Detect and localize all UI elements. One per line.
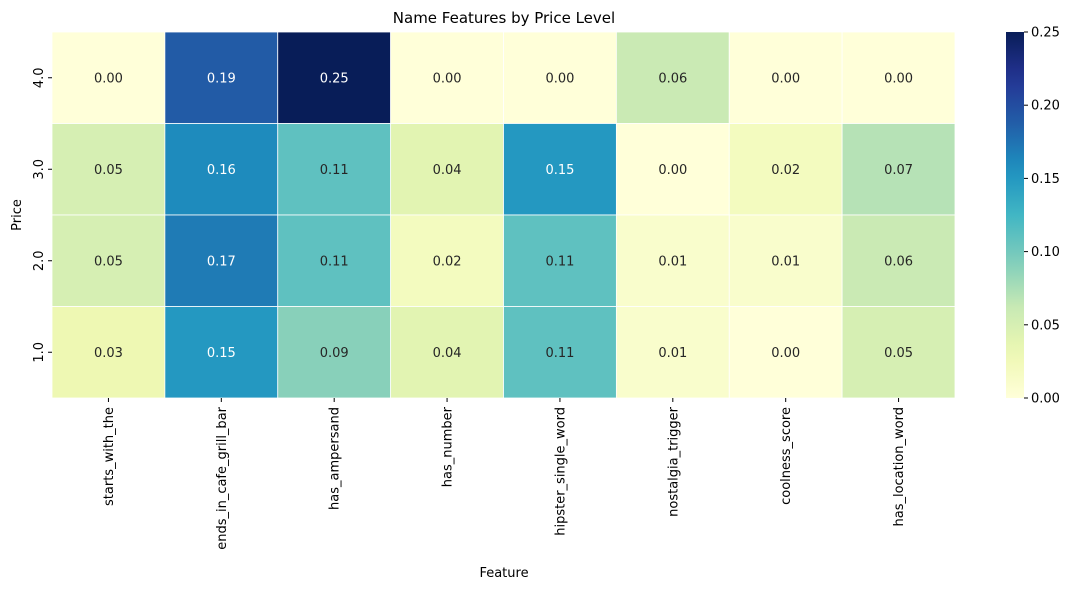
cell-value-label: 0.02	[771, 163, 800, 178]
heatmap-cell	[277, 214, 392, 307]
colorbar-tick-label: 0.00	[1031, 392, 1060, 407]
colorbar-tick-label: 0.15	[1031, 172, 1060, 187]
cell-value-label: 0.00	[771, 71, 800, 86]
heatmap-cell	[503, 123, 617, 216]
x-tick-label: has_location_word	[892, 407, 907, 527]
colorbar-tick-label: 0.20	[1031, 99, 1060, 114]
heatmap-cell	[164, 31, 279, 124]
x-tick-label: starts_with_the	[102, 407, 117, 506]
cell-value-label: 0.11	[545, 346, 574, 361]
heatmap-cell	[164, 214, 279, 307]
cell-value-label: 0.06	[884, 254, 913, 269]
cell-value-label: 0.00	[658, 163, 687, 178]
cell-value-label: 0.00	[94, 71, 123, 86]
x-tick-label: nostalgia_trigger	[666, 406, 681, 517]
heatmap-cell	[841, 123, 956, 216]
cell-value-label: 0.11	[545, 254, 574, 269]
heatmap-cell	[390, 123, 504, 216]
x-tick-label: has_number	[441, 406, 456, 487]
cell-value-label: 0.15	[207, 346, 236, 361]
cell-value-label: 0.01	[658, 254, 687, 269]
cell-value-label: 0.00	[771, 346, 800, 361]
cell-value-label: 0.11	[320, 163, 349, 178]
heatmap-cell	[277, 31, 392, 124]
heatmap-cell	[503, 31, 617, 124]
cell-value-label: 0.09	[320, 346, 349, 361]
heatmap-cell	[503, 306, 617, 399]
cell-value-label: 0.01	[658, 346, 687, 361]
cell-value-label: 0.00	[433, 71, 462, 86]
cell-value-label: 0.11	[320, 254, 349, 269]
cell-value-label: 0.04	[433, 163, 462, 178]
x-tick-label: hipster_single_word	[553, 407, 568, 536]
x-tick-label: has_ampersand	[328, 407, 343, 510]
cell-value-label: 0.15	[545, 163, 574, 178]
x-tick-label: ends_in_cafe_grill_bar	[215, 406, 230, 549]
cell-value-label: 0.05	[884, 346, 913, 361]
heatmap-cell	[51, 214, 166, 307]
colorbar-gradient	[1006, 32, 1024, 398]
heatmap-cell	[728, 306, 843, 399]
cell-value-label: 0.01	[771, 254, 800, 269]
cell-value-label: 0.00	[884, 71, 913, 86]
heatmap-cell	[390, 306, 504, 399]
cell-value-label: 0.03	[94, 346, 123, 361]
cell-value-label: 0.17	[207, 254, 236, 269]
heatmap-cell	[390, 214, 504, 307]
heatmap-cell	[503, 214, 617, 307]
x-tick-label: coolness_score	[779, 407, 794, 505]
colorbar: 0.00 0.05 0.10 0.15 0.20 0.25	[1006, 26, 1060, 407]
cell-value-label: 0.06	[658, 71, 687, 86]
heatmap-cell	[615, 214, 730, 307]
cell-value-label: 0.04	[433, 346, 462, 361]
colorbar-tick-label: 0.10	[1031, 245, 1060, 260]
colorbar-tick-label: 0.05	[1031, 318, 1060, 333]
heatmap-cell	[51, 31, 166, 124]
heatmap-cell	[841, 214, 956, 307]
y-tick-label: 2.0	[32, 250, 47, 271]
y-tick-labels: 4.0 3.0 2.0 1.0	[32, 67, 52, 363]
y-tick-label: 3.0	[32, 159, 47, 180]
cell-value-label: 0.00	[545, 71, 574, 86]
heatmap-cells: 0.00 0.19 0.25 0.00 0.00 0.06 0.00 0.00 0.05 0.16…	[51, 31, 956, 399]
cell-value-label: 0.02	[433, 254, 462, 269]
heatmap-cell	[728, 123, 843, 216]
heatmap-cell	[51, 306, 166, 399]
cell-value-label: 0.05	[94, 254, 123, 269]
heatmap-cell	[615, 31, 730, 124]
heatmap-cell	[277, 306, 392, 399]
x-tick-labels: starts_with_the ends_in_cafe_grill_bar has…	[102, 398, 907, 550]
heatmap-cell	[615, 123, 730, 216]
chart-title: Name Features by Price Level	[393, 9, 615, 27]
y-axis-label: Price	[10, 199, 25, 231]
heatmap-cell	[841, 31, 956, 124]
heatmap-cell	[164, 123, 279, 216]
cell-value-label: 0.05	[94, 163, 123, 178]
colorbar-tick-label: 0.25	[1031, 26, 1060, 41]
heatmap-cell	[390, 31, 504, 124]
y-tick-label: 4.0	[32, 67, 47, 88]
y-tick-label: 1.0	[32, 342, 47, 363]
cell-value-label: 0.07	[884, 163, 913, 178]
x-axis-label: Feature	[479, 566, 528, 581]
cell-value-label: 0.16	[207, 163, 236, 178]
heatmap-cell	[728, 214, 843, 307]
cell-value-label: 0.19	[207, 71, 236, 86]
cell-value-label: 0.25	[320, 71, 349, 86]
